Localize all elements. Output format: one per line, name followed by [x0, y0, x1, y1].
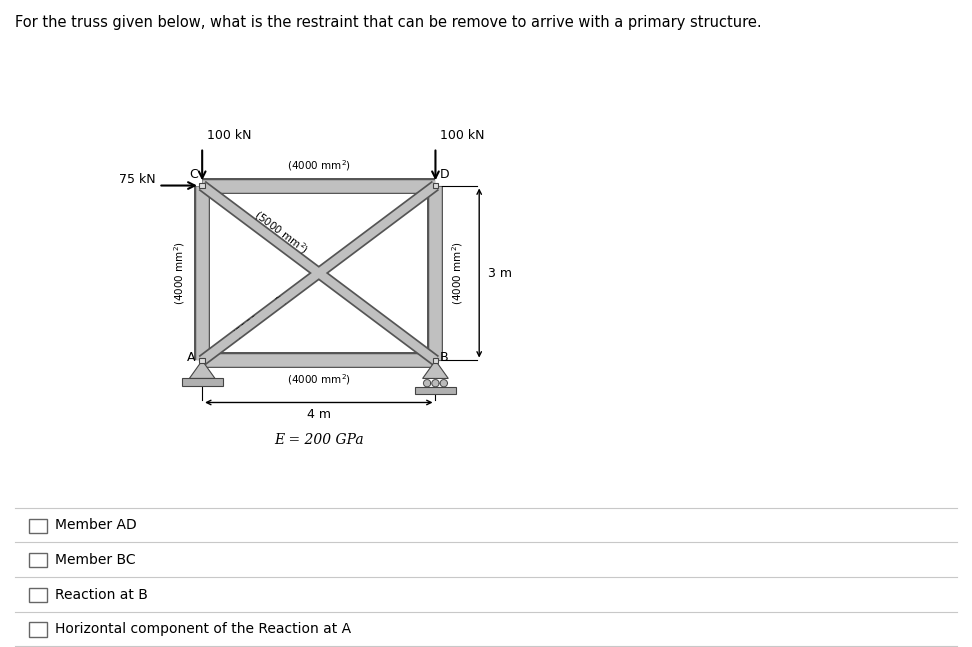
Text: Reaction at B: Reaction at B — [55, 587, 149, 602]
Text: (5000 mm$^2$): (5000 mm$^2$) — [251, 207, 311, 258]
Bar — [199, 358, 205, 364]
Polygon shape — [182, 378, 223, 386]
Text: (5000 mm$^2$): (5000 mm$^2$) — [230, 292, 291, 342]
Text: 100 kN: 100 kN — [440, 129, 485, 142]
Bar — [199, 182, 205, 188]
Text: Member AD: Member AD — [55, 518, 137, 532]
Text: Horizontal component of the Reaction at A: Horizontal component of the Reaction at … — [55, 622, 352, 636]
Text: E = 200 GPa: E = 200 GPa — [274, 433, 364, 447]
Polygon shape — [190, 360, 215, 378]
Polygon shape — [415, 388, 456, 394]
Text: 4 m: 4 m — [307, 408, 330, 421]
Text: (4000 mm$^2$): (4000 mm$^2$) — [173, 241, 188, 305]
Text: 3 m: 3 m — [488, 267, 512, 280]
Text: A: A — [187, 351, 195, 364]
Bar — [433, 358, 438, 364]
Text: 100 kN: 100 kN — [207, 129, 252, 142]
Text: D: D — [440, 168, 450, 181]
Polygon shape — [432, 380, 439, 387]
Text: (4000 mm$^2$): (4000 mm$^2$) — [450, 241, 465, 305]
Text: B: B — [440, 351, 449, 364]
Bar — [433, 182, 438, 188]
Text: 75 kN: 75 kN — [119, 173, 156, 186]
Text: (4000 mm$^2$): (4000 mm$^2$) — [287, 158, 351, 173]
Text: For the truss given below, what is the restraint that can be remove to arrive wi: For the truss given below, what is the r… — [15, 15, 761, 30]
Text: (4000 mm$^2$): (4000 mm$^2$) — [287, 372, 351, 387]
Polygon shape — [440, 380, 447, 387]
Polygon shape — [424, 380, 431, 387]
Polygon shape — [423, 360, 448, 378]
Text: Member BC: Member BC — [55, 553, 136, 567]
Text: C: C — [189, 168, 197, 181]
